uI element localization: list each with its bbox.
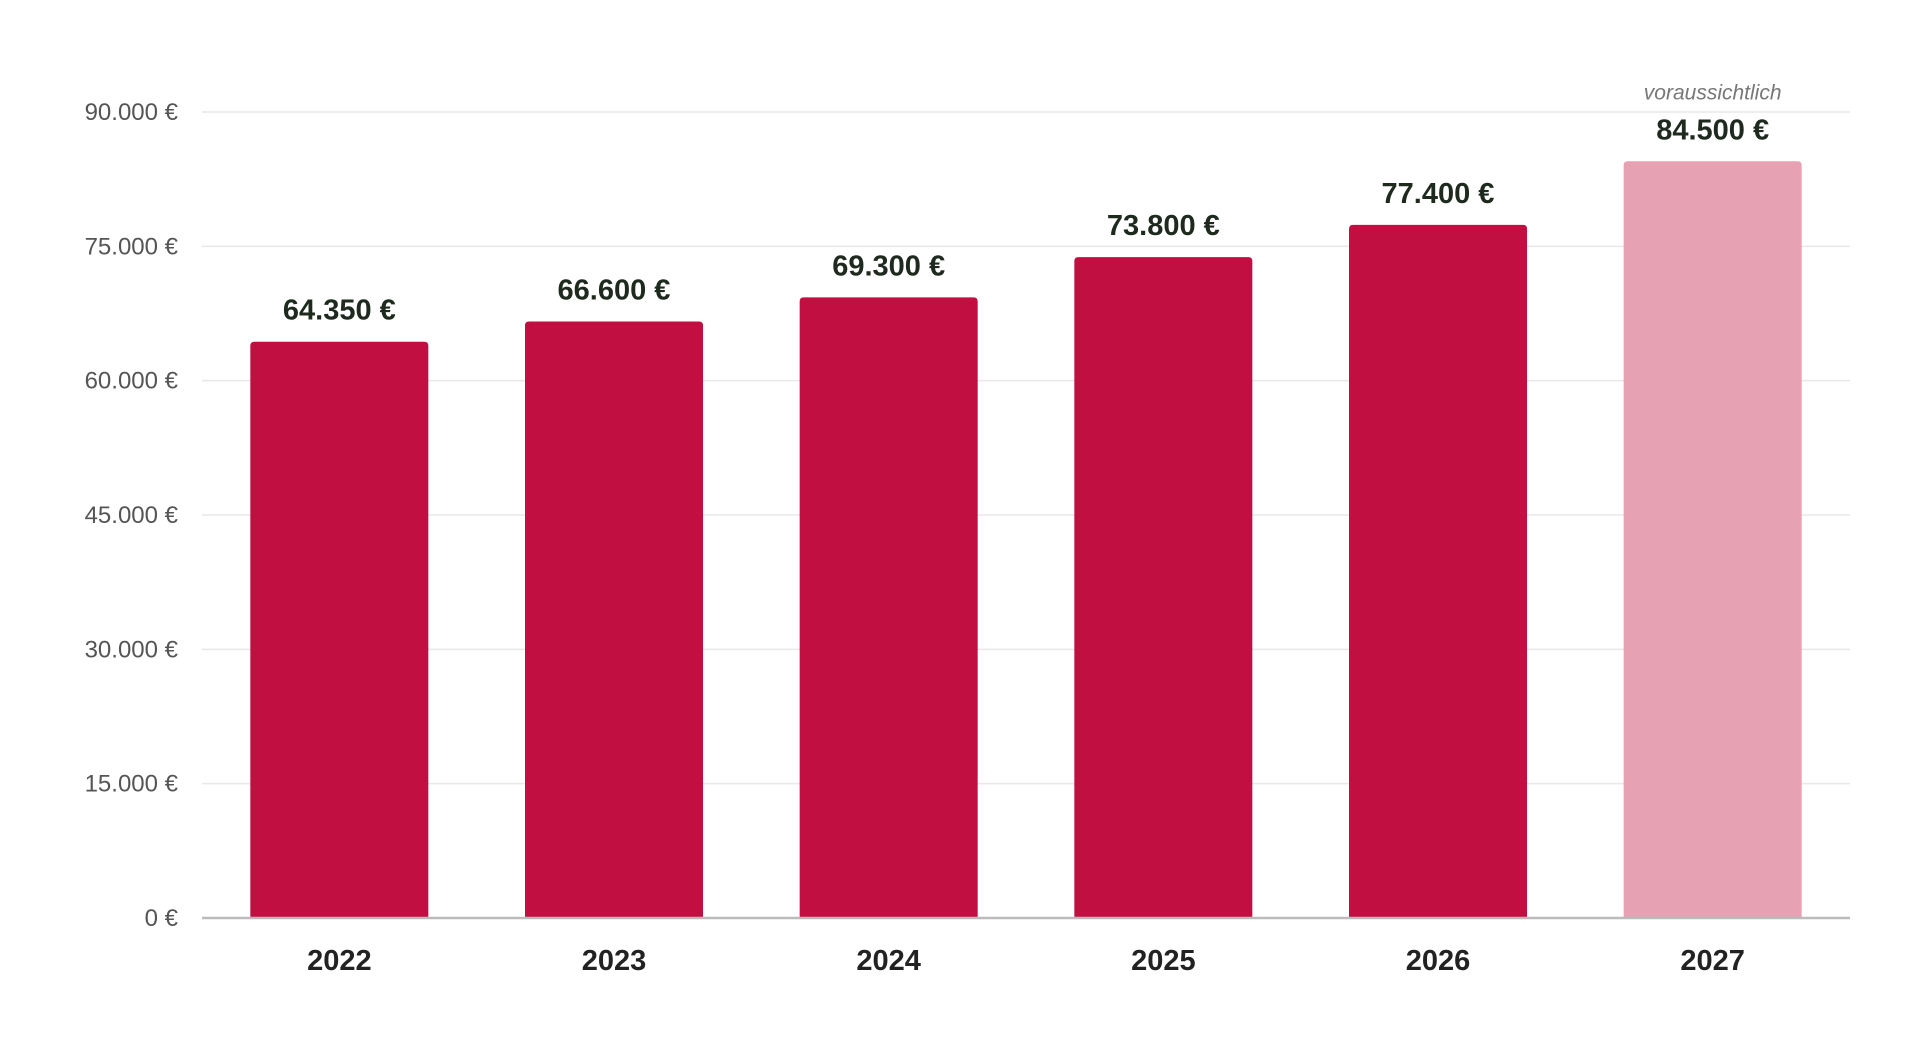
y-tick-label: 90.000 € bbox=[85, 99, 179, 126]
annotation-label: voraussichtlich bbox=[1644, 81, 1782, 104]
x-tick-label-2023: 2023 bbox=[582, 945, 647, 977]
labels: 0 € 15.000 € 30.000 € 45.000 € 60.000 € 75.00… bbox=[85, 81, 1782, 977]
gridlines bbox=[202, 111, 1850, 785]
y-tick-label: 75.000 € bbox=[85, 233, 179, 260]
x-tick-label-2022: 2022 bbox=[307, 945, 372, 977]
data-label-2023: 66.600 € bbox=[558, 275, 671, 307]
bar-2025 bbox=[1074, 257, 1253, 919]
y-tick-label: 45.000 € bbox=[85, 502, 179, 529]
bar-2026 bbox=[1349, 224, 1527, 919]
y-tick-label: 0 € bbox=[145, 905, 179, 932]
x-tick-label-2027: 2027 bbox=[1680, 945, 1745, 977]
y-tick-label: 15.000 € bbox=[85, 771, 179, 798]
data-label-2026: 77.400 € bbox=[1382, 178, 1495, 210]
x-tick-label-2025: 2025 bbox=[1131, 945, 1196, 977]
bar-2027 bbox=[1623, 161, 1802, 918]
bars bbox=[250, 161, 1802, 919]
data-label-2025: 73.800 € bbox=[1107, 210, 1220, 242]
x-tick-label-2026: 2026 bbox=[1406, 945, 1471, 977]
y-tick-label: 60.000 € bbox=[85, 368, 179, 395]
bar-2024 bbox=[799, 297, 978, 918]
data-label-2024: 69.300 € bbox=[832, 250, 945, 282]
data-label-2027: 84.500 € bbox=[1656, 114, 1769, 146]
y-tick-label: 30.000 € bbox=[85, 636, 179, 663]
bar-2023 bbox=[525, 321, 703, 918]
data-label-2022: 64.350 € bbox=[283, 295, 396, 327]
bar-2022 bbox=[250, 341, 429, 919]
x-tick-label-2024: 2024 bbox=[856, 945, 921, 977]
